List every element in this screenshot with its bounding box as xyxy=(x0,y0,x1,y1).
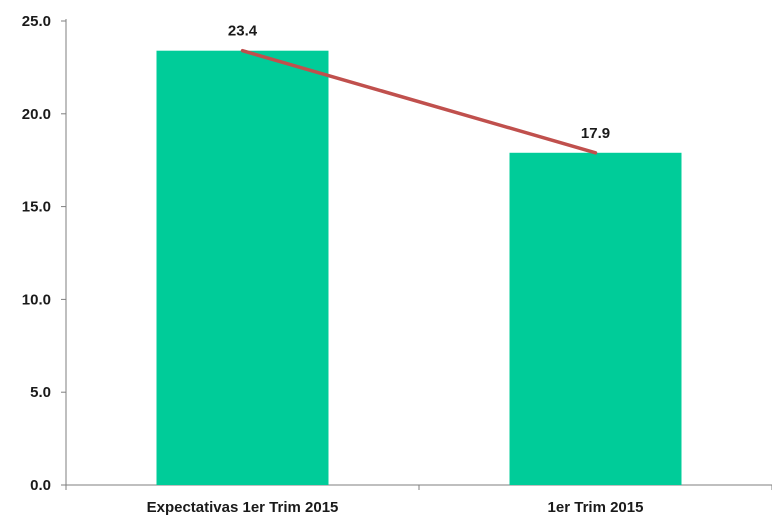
trend-line-path xyxy=(240,48,598,155)
y-tick-label: 0.0 xyxy=(30,477,51,494)
y-tick-label: 20.0 xyxy=(22,106,51,123)
data-label: 17.9 xyxy=(581,125,610,142)
data-labels: 23.4 17.9 xyxy=(228,23,610,142)
data-label: 23.4 xyxy=(228,23,258,40)
y-tick-label: 25.0 xyxy=(22,13,51,30)
y-tick-label: 10.0 xyxy=(22,291,51,308)
y-tick-label: 5.0 xyxy=(30,384,51,401)
x-axis: Expectativas 1er Trim 2015 1er Trim 2015 xyxy=(65,484,772,516)
bar xyxy=(509,152,682,485)
bar xyxy=(156,50,329,486)
x-category-label: Expectativas 1er Trim 2015 xyxy=(147,499,339,516)
trend-line xyxy=(240,48,598,155)
bars xyxy=(156,50,682,486)
y-axis: 0.0 5.0 10.0 15.0 20.0 25.0 xyxy=(22,13,67,494)
y-tick-label: 15.0 xyxy=(22,199,51,216)
x-category-label: 1er Trim 2015 xyxy=(548,499,644,516)
